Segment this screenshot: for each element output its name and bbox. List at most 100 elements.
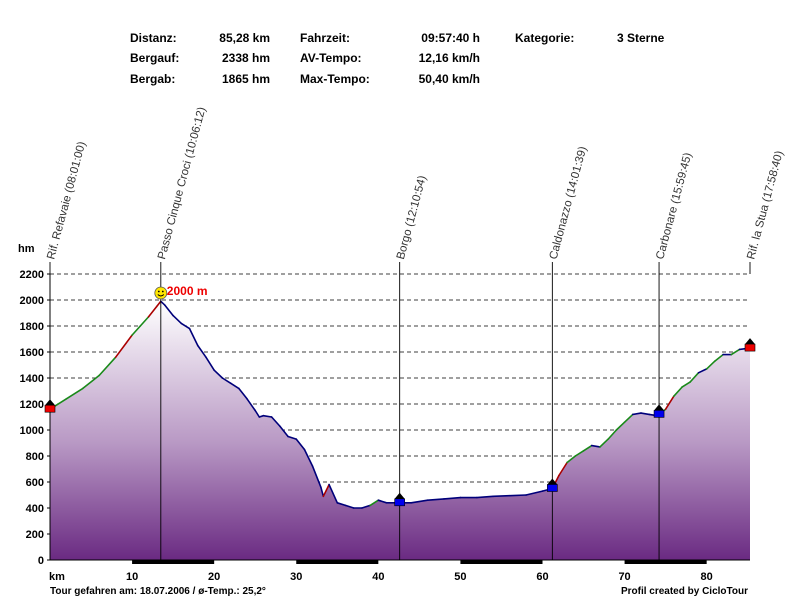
profile-segment (508, 494, 527, 497)
profile-segment (623, 413, 634, 424)
waypoint-marker (744, 343, 756, 352)
profile-segment (730, 348, 741, 356)
ascent-label: Bergauf: (130, 51, 180, 65)
x-tick-label: 70 (618, 571, 630, 583)
profile-segment (631, 412, 642, 416)
max-speed-value: 50,40 km/h (418, 72, 480, 86)
x-axis-tick-labels: 10 20 30 40 50 60 70 80 (126, 571, 713, 583)
x-axis-band (132, 560, 215, 564)
x-tick-label: 40 (372, 571, 384, 583)
footer-tour-date: Tour gefahren am: 18.07.2006 / ø-Temp.: … (50, 586, 266, 597)
y-tick-label: 0 (38, 555, 44, 567)
x-tick-label: 60 (536, 571, 548, 583)
y-tick-label: 2200 (20, 269, 44, 281)
profile-segment (303, 448, 314, 468)
profile-segment (279, 425, 289, 438)
x-axis-band (460, 560, 543, 564)
category-value: 3 Sterne (617, 31, 665, 45)
profile-segment (65, 387, 84, 400)
profile-segment (410, 499, 429, 504)
max-elevation-annotation: 2000 m (154, 284, 208, 300)
distance-value: 85,28 km (219, 31, 270, 45)
waypoint-label: Caldonazzo (14:01:39) (548, 145, 590, 261)
profile-segment (476, 495, 495, 499)
waypoint-marker-roof (745, 338, 755, 345)
waypoint-label: Rif. Refavaie (08:01:00) (45, 140, 88, 261)
y-tick-label: 200 (26, 529, 44, 541)
profile-segment (697, 368, 708, 374)
profile-segment (426, 498, 445, 502)
y-tick-label: 800 (26, 451, 44, 463)
max-elevation-label: 2000 m (167, 284, 208, 298)
profile-segment (336, 501, 347, 507)
y-tick-label: 1800 (20, 321, 44, 333)
waypoint-marker-roof (654, 404, 665, 411)
waypoint-label: Carbonare (15:59:45) (654, 151, 694, 260)
y-axis-label: hm (18, 243, 35, 255)
profile-segment (714, 353, 724, 362)
profile-segment (246, 397, 257, 412)
y-tick-label: 1600 (20, 347, 44, 359)
waypoint-marker-roof (45, 399, 55, 406)
profile-segment (196, 344, 207, 359)
profile-segment (254, 409, 261, 418)
profile-segment (574, 449, 585, 457)
profile-segment (98, 356, 117, 377)
profile-segment (237, 387, 248, 400)
profile-segment (229, 382, 240, 390)
profile-segment (131, 325, 142, 336)
profile-segment (590, 444, 601, 448)
profile-segment (180, 322, 191, 330)
profile-segment (566, 455, 577, 464)
y-tick-label: 400 (26, 503, 44, 515)
x-tick-label: 10 (126, 571, 138, 583)
y-tick-label: 1200 (20, 399, 44, 411)
profile-segment (139, 316, 150, 327)
y-tick-label: 1400 (20, 373, 44, 385)
descent-label: Bergab: (130, 72, 176, 86)
waypoint-label: Passo Cinque Croci (10:06:12) (156, 106, 208, 261)
waypoint-label: Rif. la Stua (17:58:40) (745, 149, 786, 260)
x-axis-label: km (49, 571, 65, 583)
waypoint-marker (653, 410, 665, 418)
x-tick-label: 30 (290, 571, 302, 583)
waypoint-marker-roof (547, 478, 558, 485)
profile-segment (615, 421, 626, 431)
smiley-mouth (157, 294, 165, 297)
profile-segment (320, 486, 325, 498)
avg-speed-label: AV-Tempo: (300, 51, 362, 65)
profile-segment (114, 334, 133, 359)
profile-segment (361, 504, 371, 509)
profile-segment (213, 369, 224, 379)
profile-segment (558, 461, 568, 477)
profile-segment (492, 494, 511, 498)
profile-segment (582, 444, 593, 452)
ride-time-value: 09:57:40 h (421, 31, 480, 45)
waypoint-label: Borgo (12:10:54) (395, 174, 429, 261)
waypoint-marker (44, 404, 56, 413)
profile-segment (443, 496, 462, 500)
x-axis-band (296, 560, 379, 564)
profile-segment (147, 305, 158, 318)
profile-segment (262, 414, 273, 418)
x-tick-label: 50 (454, 571, 466, 583)
waypoint-marker-roof (394, 492, 405, 499)
distance-label: Distanz: (130, 31, 177, 45)
ride-time-label: Fahrzeit: (300, 31, 351, 45)
profile-segment (525, 490, 544, 496)
smiley-icon (154, 286, 168, 300)
profile-segment (681, 381, 692, 388)
waypoint-marker (547, 484, 558, 492)
x-axis-band (624, 560, 707, 564)
waypoint-marker (394, 498, 405, 507)
avg-speed-value: 12,16 km/h (418, 51, 480, 65)
category-label: Kategorie: (515, 31, 575, 45)
axes (49, 274, 750, 564)
profile-segment (221, 377, 232, 385)
profile-segment (82, 374, 101, 390)
profile-segment (344, 504, 355, 509)
profile-segment (295, 438, 306, 451)
profile-segment (205, 356, 215, 372)
y-tick-label: 600 (26, 477, 44, 489)
